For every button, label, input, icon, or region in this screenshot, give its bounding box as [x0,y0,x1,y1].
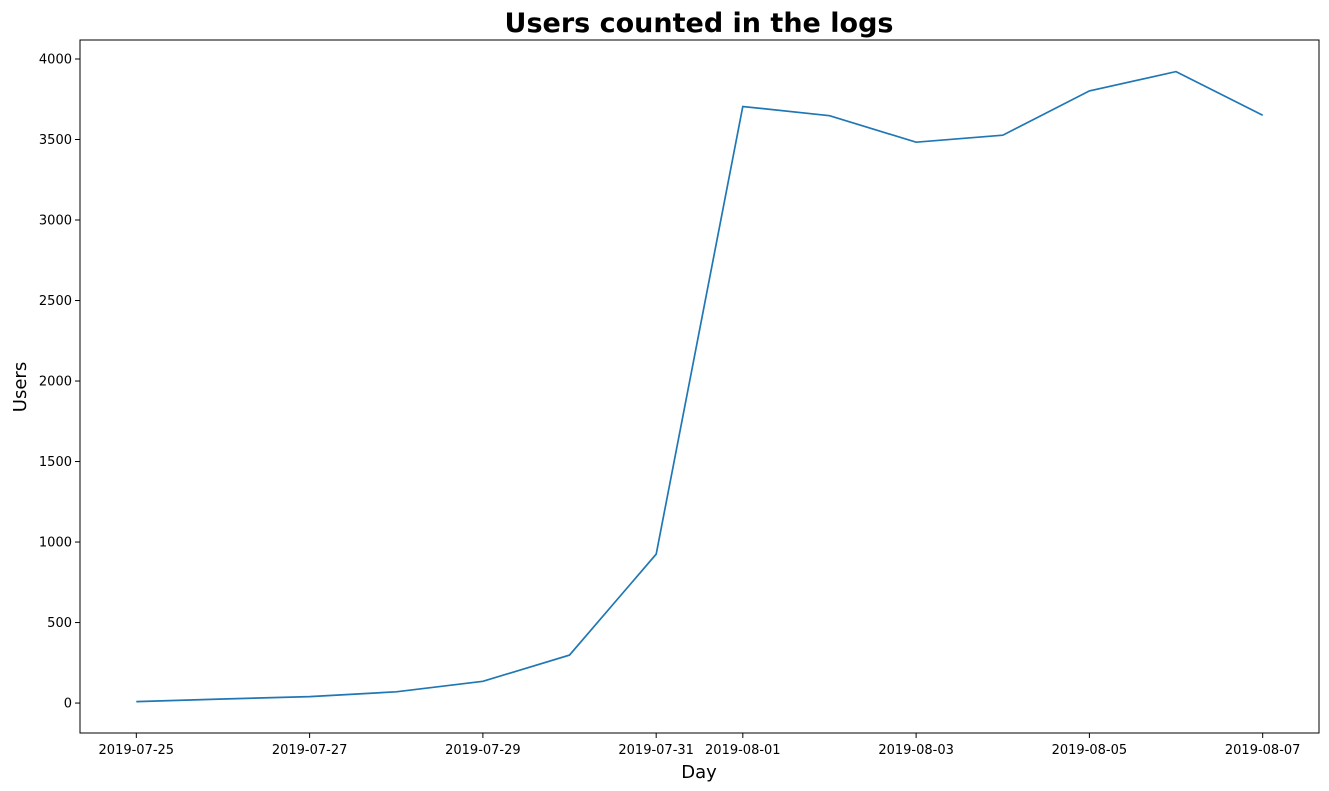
chart-title: Users counted in the logs [505,8,894,39]
x-axis-ticks: 2019-07-25 2019-07-27 2019-07-29 2019-07-31… [99,733,1301,758]
y-tick-label: 2500 [39,294,72,309]
x-tick-label: 2019-08-01 [705,743,781,758]
y-tick-label: 3000 [39,214,72,229]
plot-area [79,39,1320,734]
series-line [136,70,1264,703]
x-tick-label: 2019-08-03 [878,743,954,758]
x-tick-label: 2019-08-05 [1052,743,1128,758]
y-tick-label: 4000 [39,52,72,67]
y-tick-label: 1500 [39,455,72,470]
y-tick-label: 2000 [39,375,72,390]
y-tick-label: 1000 [39,536,72,551]
y-tick-label: 0 [64,697,72,712]
x-tick-label: 2019-07-29 [445,743,521,758]
x-tick-label: 2019-07-25 [99,743,175,758]
x-tick-label: 2019-08-07 [1225,743,1301,758]
x-tick-label: 2019-07-27 [272,743,348,758]
y-axis-ticks: 0 500 1000 1500 2000 2500 3000 3500 4000 [39,52,80,712]
y-axis-label: Users [10,362,31,412]
x-axis-label: Day [681,762,717,783]
y-tick-label: 500 [47,616,72,631]
x-tick-label: 2019-07-31 [618,743,694,758]
y-tick-label: 3500 [39,133,72,148]
